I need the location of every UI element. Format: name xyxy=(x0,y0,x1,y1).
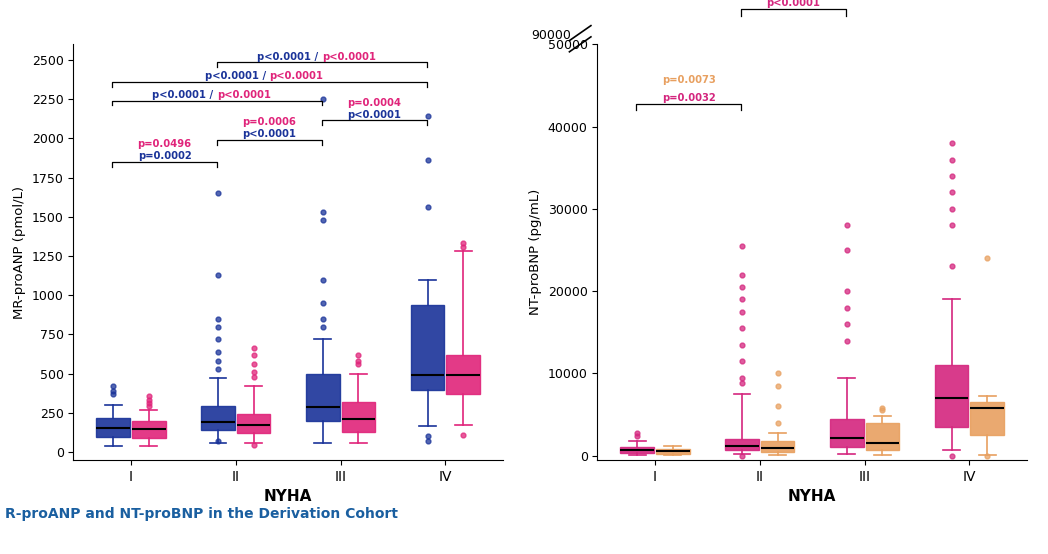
Text: p=0.0006: p=0.0006 xyxy=(242,117,297,127)
PathPatch shape xyxy=(935,365,968,427)
Text: p<0.0001 /: p<0.0001 / xyxy=(204,71,269,81)
PathPatch shape xyxy=(656,449,690,454)
PathPatch shape xyxy=(725,439,759,450)
PathPatch shape xyxy=(342,402,375,432)
PathPatch shape xyxy=(866,423,899,450)
Text: p=0.0496: p=0.0496 xyxy=(137,140,192,150)
PathPatch shape xyxy=(201,406,235,430)
PathPatch shape xyxy=(132,422,166,438)
PathPatch shape xyxy=(761,441,794,453)
Text: p=0.0073: p=0.0073 xyxy=(661,75,716,85)
PathPatch shape xyxy=(446,355,480,394)
PathPatch shape xyxy=(411,305,444,390)
Text: p<0.0001: p<0.0001 xyxy=(347,110,401,120)
Text: R-proANP and NT-proBNP in the Derivation Cohort: R-proANP and NT-proBNP in the Derivation… xyxy=(5,507,398,521)
Text: 90000: 90000 xyxy=(530,29,570,42)
X-axis label: NYHA: NYHA xyxy=(788,489,836,504)
Y-axis label: NT-proBNP (pg/mL): NT-proBNP (pg/mL) xyxy=(529,189,542,315)
PathPatch shape xyxy=(970,402,1004,435)
Text: p<0.0001: p<0.0001 xyxy=(269,71,324,81)
Text: p<0.0001: p<0.0001 xyxy=(242,129,297,139)
PathPatch shape xyxy=(620,447,654,453)
Text: p<0.0001: p<0.0001 xyxy=(217,90,271,100)
Text: p=0.0002: p=0.0002 xyxy=(137,151,192,161)
X-axis label: NYHA: NYHA xyxy=(264,489,312,504)
PathPatch shape xyxy=(306,373,340,422)
Text: p<0.0001 /: p<0.0001 / xyxy=(152,90,217,100)
Text: p<0.0001: p<0.0001 xyxy=(766,0,821,8)
PathPatch shape xyxy=(96,418,130,437)
Text: p=0.0032: p=0.0032 xyxy=(661,93,716,102)
PathPatch shape xyxy=(237,414,270,433)
Y-axis label: MR-proANP (pmol/L): MR-proANP (pmol/L) xyxy=(14,186,26,319)
Text: p=0.0004: p=0.0004 xyxy=(347,98,401,108)
PathPatch shape xyxy=(830,419,864,447)
Text: p<0.0001: p<0.0001 xyxy=(322,52,376,61)
Text: p<0.0001 /: p<0.0001 / xyxy=(257,52,322,61)
